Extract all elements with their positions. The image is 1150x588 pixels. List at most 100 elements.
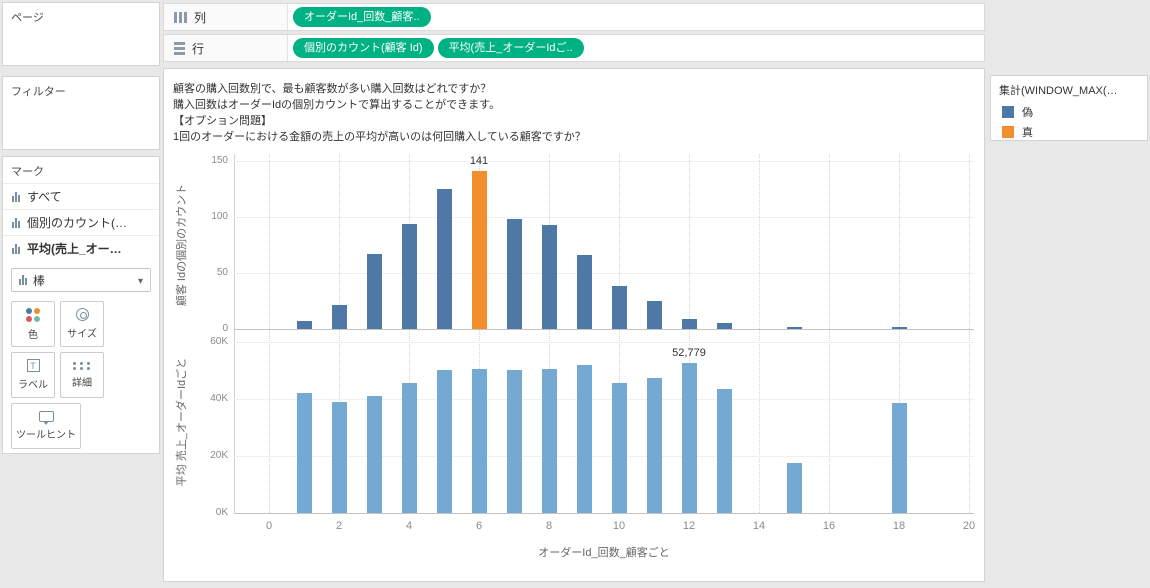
question-line-4: 1回のオーダーにおける金額の売上の平均が高いのは何回購入している顧客ですか？ (173, 131, 586, 143)
columns-shelf-head: 列 (164, 4, 288, 30)
filters-shelf[interactable]: フィルター (2, 76, 160, 150)
bar[interactable] (471, 369, 487, 513)
x-gridline (969, 154, 970, 513)
x-tick-label: 6 (475, 520, 483, 532)
rows-shelf-body: 個別のカウント(顧客 Id) 平均(売上_オーダーIdご.. (288, 38, 984, 58)
bar[interactable] (401, 224, 417, 329)
question-line-2: 購入回数はオーダーIdの個別カウントで算出することができます。 (173, 99, 501, 111)
bar-chart-icon (12, 217, 20, 228)
bar[interactable] (891, 403, 907, 513)
legend-item-false[interactable]: 偽 (991, 102, 1147, 122)
legend-title: 集計(WINDOW_MAX(… (999, 85, 1118, 97)
marks-buttons: 色 サイズ ラベル 詳細 ツールヒント (3, 299, 159, 457)
x-tick-label: 4 (405, 520, 413, 532)
tooltip-button[interactable]: ツールヒント (11, 403, 81, 449)
label-button-label: ラベル (18, 380, 48, 391)
y-tick-label: 50 (216, 267, 228, 278)
legend-label-true: 真 (1022, 127, 1033, 139)
pill-rows-1[interactable]: 平均(売上_オーダーIdご.. (437, 38, 584, 58)
bar[interactable] (541, 225, 557, 329)
bar[interactable] (786, 463, 802, 513)
bar[interactable] (576, 365, 592, 513)
marks-row-count-distinct[interactable]: 個別のカウント(… (3, 209, 159, 235)
detail-dots-icon (72, 361, 92, 370)
bar[interactable] (366, 254, 382, 329)
bar[interactable] (681, 319, 697, 329)
pill-rows-0[interactable]: 個別のカウント(顧客 Id) (293, 38, 434, 58)
marks-row-label: すべて (27, 190, 62, 204)
text-label-icon (26, 359, 40, 372)
bar[interactable] (331, 402, 347, 513)
bar[interactable] (891, 327, 907, 329)
marks-row-all[interactable]: すべて (3, 183, 159, 209)
mark-type-dropdown[interactable]: 棒 (11, 268, 151, 292)
bar[interactable] (296, 393, 312, 513)
size-icon (75, 308, 89, 321)
pill-columns-0[interactable]: オーダーId_回数_顧客.. (293, 7, 431, 27)
x-gridline (899, 154, 900, 513)
axis-zero-line (234, 329, 974, 330)
bar[interactable] (611, 286, 627, 329)
rows-shelf[interactable]: 行 個別のカウント(顧客 Id) 平均(売上_オーダーIdご.. (163, 34, 985, 62)
rows-icon (174, 41, 185, 55)
detail-button[interactable]: 詳細 (60, 352, 104, 398)
y-gridline (234, 456, 974, 457)
bar[interactable] (506, 370, 522, 513)
y-tick-label: 0 (222, 323, 228, 334)
x-tick-label: 20 (962, 520, 976, 532)
bar[interactable] (436, 370, 452, 513)
columns-shelf[interactable]: 列 オーダーId_回数_顧客.. (163, 3, 985, 31)
y-tick-label: 60K (210, 336, 228, 347)
tooltip-button-label: ツールヒント (16, 430, 76, 441)
size-button[interactable]: サイズ (60, 301, 104, 347)
speech-bubble-icon (38, 411, 54, 425)
bar[interactable] (471, 171, 487, 329)
bar-value-label: 141 (469, 155, 489, 167)
bar[interactable] (646, 301, 662, 329)
marks-row-average[interactable]: 平均(売上_オー… (3, 235, 159, 261)
pages-shelf[interactable]: ページ (2, 2, 160, 66)
marks-title: マーク (11, 166, 44, 178)
bar[interactable] (611, 383, 627, 513)
bar[interactable] (541, 369, 557, 513)
chevron-down-icon (138, 273, 143, 287)
filters-title: フィルター (11, 86, 66, 98)
pages-title: ページ (11, 12, 44, 24)
rows-shelf-head: 行 (164, 35, 288, 61)
marks-card: マーク すべて 個別のカウント(… 平均(売上_オー… 棒 色 サイズ (2, 156, 160, 454)
x-gridline (619, 154, 620, 513)
bar[interactable] (436, 189, 452, 329)
bar-chart-icon (19, 275, 27, 285)
bar[interactable] (576, 255, 592, 329)
y-axis-line (234, 154, 235, 513)
bar[interactable] (716, 323, 732, 329)
bar[interactable] (716, 389, 732, 513)
chart-canvas: 顧客の購入回数別で、最も顧客数が多い購入回数はどれですか？ 購入回数はオーダーI… (163, 68, 985, 582)
color-button-label: 色 (28, 329, 38, 341)
question-line-3: 【オプション問題】 (173, 115, 272, 127)
y-gridline (234, 342, 974, 343)
bar[interactable] (401, 383, 417, 513)
mark-type-value: 棒 (33, 273, 46, 288)
columns-shelf-body: オーダーId_回数_顧客.. (288, 7, 984, 27)
y-tick-label: 40K (210, 393, 228, 404)
bar[interactable] (786, 327, 802, 329)
y-tick-label: 0K (215, 507, 228, 518)
y-tick-label: 20K (210, 450, 228, 461)
color-button[interactable]: 色 (11, 301, 55, 347)
x-gridline (689, 154, 690, 513)
columns-shelf-label: 列 (194, 10, 207, 25)
bar[interactable] (681, 363, 697, 513)
bar[interactable] (646, 378, 662, 513)
legend-swatch-false (1002, 106, 1014, 118)
bar[interactable] (331, 305, 347, 329)
bar[interactable] (506, 219, 522, 329)
legend-item-true[interactable]: 真 (991, 122, 1147, 142)
label-button[interactable]: ラベル (11, 352, 55, 398)
bar[interactable] (296, 321, 312, 329)
axis-zero-line (234, 513, 974, 514)
legend-swatch-true (1002, 126, 1014, 138)
y-gridline (234, 161, 974, 162)
bar[interactable] (366, 396, 382, 513)
